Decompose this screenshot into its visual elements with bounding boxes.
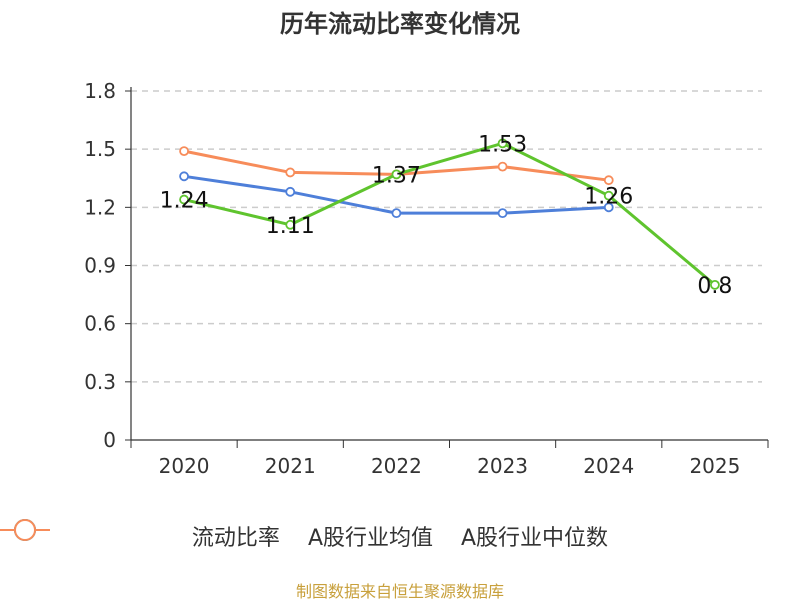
y-tick-label: 0.3 — [84, 370, 116, 394]
data-point — [285, 219, 296, 230]
x-tick-label: 2022 — [371, 454, 422, 478]
y-tick-label: 0 — [103, 428, 116, 452]
legend-label-industry-mean: A股行业均值 — [307, 526, 433, 551]
data-label: 1.26 — [584, 185, 633, 210]
legend-item-industry-median[interactable]: A股行业中位数 — [0, 519, 609, 552]
data-point — [603, 202, 614, 213]
x-tick-label: 2025 — [689, 454, 740, 478]
data-label: 1.37 — [372, 163, 421, 188]
data-point — [603, 175, 614, 186]
data-point — [603, 190, 614, 201]
data-point — [497, 208, 508, 219]
legend-label-industry-median: A股行业中位数 — [461, 526, 609, 551]
legend-item-industry-mean[interactable]: A股行业均值 — [0, 519, 433, 552]
data-point — [285, 186, 296, 197]
data-point — [710, 279, 720, 290]
x-tick-label: 2024 — [583, 454, 634, 478]
data-label: 1.11 — [266, 214, 315, 239]
data-label: 1.24 — [160, 189, 209, 214]
data-label: 1.53 — [478, 132, 527, 157]
legend-swatch-industry-median — [0, 519, 50, 541]
y-tick-label: 1.5 — [84, 137, 116, 161]
data-point — [179, 146, 189, 157]
data-point — [391, 169, 402, 180]
y-tick-label: 1.8 — [84, 79, 116, 103]
data-point — [391, 208, 402, 219]
legend-item-current-ratio[interactable]: 流动比率 — [0, 519, 280, 552]
chart-title: 历年流动比率变化情况 — [280, 10, 520, 38]
series-line — [183, 141, 716, 287]
data-point — [285, 167, 296, 178]
data-point — [497, 138, 508, 149]
y-tick-label: 0.9 — [84, 254, 116, 278]
x-tick-label: 2020 — [159, 454, 210, 478]
legend-label-current-ratio: 流动比率 — [191, 526, 280, 551]
legend: 流动比率 A股行业均值 A股行业中位数 — [0, 518, 800, 554]
data-point — [497, 161, 508, 172]
y-tick-label: 1.2 — [84, 195, 116, 219]
data-source-note: 制图数据来自恒生聚源数据库 — [295, 582, 504, 601]
x-tick-label: 2021 — [265, 454, 316, 478]
data-point — [179, 171, 189, 182]
y-tick-label: 0.6 — [84, 312, 116, 336]
data-point — [179, 194, 189, 205]
data-label: 0.8 — [697, 274, 732, 299]
x-tick-label: 2023 — [477, 454, 528, 478]
